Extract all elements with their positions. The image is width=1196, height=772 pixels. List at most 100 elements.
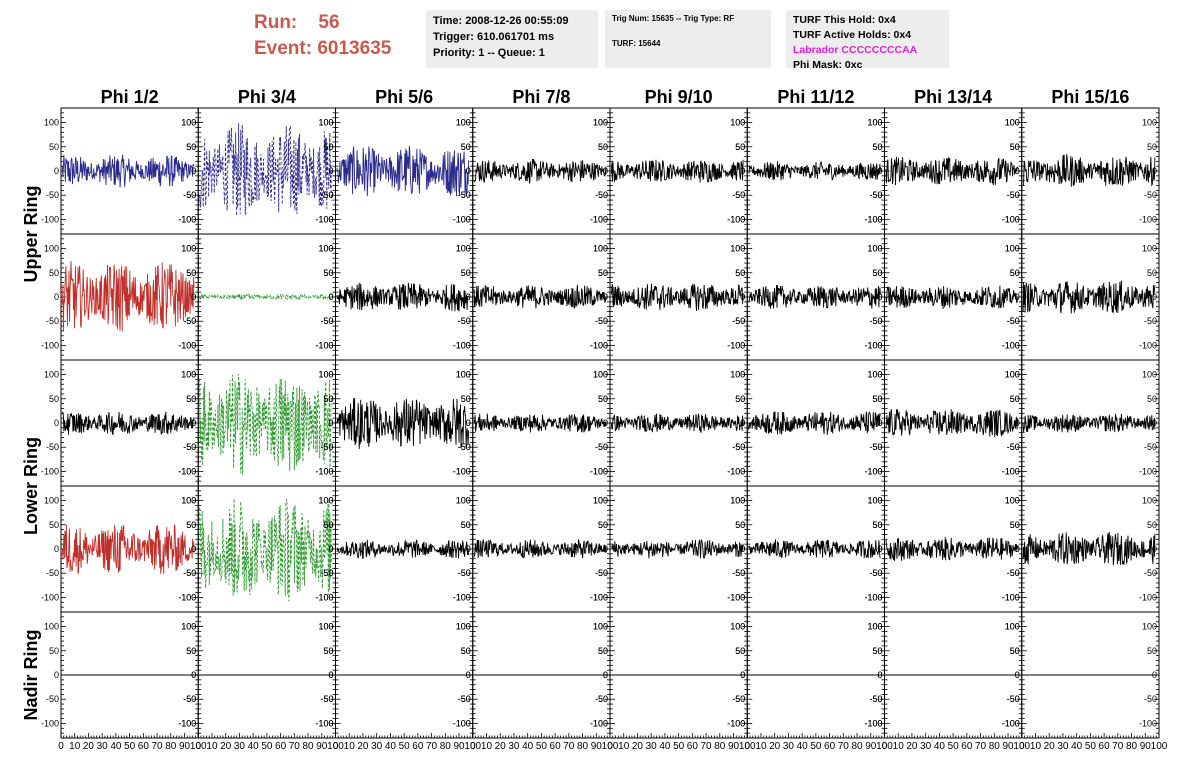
y-tick-label: 100 — [318, 370, 333, 380]
y-tick-label: 0 — [1015, 166, 1020, 176]
y-tick-label: 100 — [318, 622, 333, 632]
y-tick-label: -100 — [41, 340, 59, 350]
row-title: Lower Ring — [21, 437, 41, 535]
x-tick-label: 60 — [824, 741, 836, 752]
x-tick-label: 0 — [195, 741, 201, 752]
y-tick-label: -50 — [46, 190, 59, 200]
waveform-trace — [1022, 280, 1156, 314]
x-tick-label: 70 — [426, 741, 438, 752]
y-tick-label: -100 — [864, 340, 882, 350]
y-tick-label: 50 — [461, 520, 471, 530]
y-tick-label: 50 — [1147, 142, 1157, 152]
y-tick-label: 0 — [877, 670, 882, 680]
y-tick-label: -100 — [864, 340, 882, 350]
y-tick-label: -100 — [1002, 718, 1020, 728]
waveform-trace — [199, 498, 332, 602]
waveform-trace — [748, 284, 881, 309]
y-tick-label: 0 — [1015, 292, 1020, 302]
y-tick-label: -100 — [590, 466, 608, 476]
y-tick-label: -100 — [727, 340, 745, 350]
turf-active-holds-text: TURF Active Holds: 0x4 — [793, 29, 912, 41]
y-tick-label: -100 — [178, 718, 196, 728]
y-tick-label: 100 — [730, 118, 745, 128]
y-tick-label: 100 — [1005, 244, 1020, 254]
y-tick-label: 100 — [593, 370, 608, 380]
y-tick-label: 100 — [730, 496, 745, 506]
y-tick-label: -50 — [595, 568, 608, 578]
y-tick-label: 50 — [323, 142, 333, 152]
waveform-trace — [885, 536, 1019, 561]
y-tick-label: -50 — [1007, 190, 1020, 200]
y-tick-label: 0 — [603, 166, 608, 176]
y-tick-label: 50 — [186, 520, 196, 530]
y-tick-label: 50 — [1147, 394, 1157, 404]
y-tick-label: -100 — [315, 592, 333, 602]
x-tick-label: 40 — [659, 741, 671, 752]
y-tick-label: -50 — [183, 694, 196, 704]
y-tick-label: -50 — [595, 568, 608, 578]
y-tick-label: 0 — [877, 544, 882, 554]
x-tick-label: 20 — [1044, 741, 1056, 752]
y-tick-label: 100 — [456, 622, 471, 632]
row-title: Upper Ring — [21, 186, 41, 283]
y-tick-label: 50 — [598, 646, 608, 656]
y-tick-label: -50 — [1144, 316, 1157, 326]
x-tick-label: 40 — [1071, 741, 1083, 752]
waveform-trace — [61, 411, 195, 436]
y-tick-label: -100 — [453, 592, 471, 602]
y-tick-label: -100 — [315, 466, 333, 476]
y-tick-label: -100 — [315, 592, 333, 602]
waveform-trace — [1022, 531, 1156, 566]
y-tick-label: 50 — [1010, 268, 1020, 278]
waveform-trace — [748, 539, 881, 559]
y-tick-label: -100 — [590, 214, 608, 224]
y-tick-label: 50 — [49, 268, 59, 278]
y-tick-label: -50 — [183, 568, 196, 578]
y-tick-label: -100 — [178, 466, 196, 476]
y-tick-label: -50 — [595, 694, 608, 704]
y-tick-label: -50 — [595, 190, 608, 200]
y-tick-label: -100 — [178, 340, 196, 350]
y-tick-label: 0 — [466, 418, 471, 428]
y-tick-label: 0 — [466, 418, 471, 428]
waveform-trace — [199, 292, 332, 301]
y-tick-label: -100 — [41, 718, 59, 728]
y-tick-label: 50 — [735, 394, 745, 404]
x-tick-label: 0 — [333, 741, 339, 752]
y-tick-label: 50 — [1010, 394, 1020, 404]
y-tick-label: -50 — [183, 190, 196, 200]
y-tick-label: -50 — [46, 694, 59, 704]
y-tick-label: 50 — [735, 520, 745, 530]
column-title: Phi 1/2 — [101, 87, 159, 107]
y-tick-label: 100 — [593, 370, 608, 380]
y-tick-label: -100 — [1002, 466, 1020, 476]
y-tick-label: -50 — [458, 568, 471, 578]
y-tick-label: 100 — [181, 244, 196, 254]
x-tick-label: 100 — [327, 741, 344, 752]
y-tick-label: -50 — [458, 568, 471, 578]
y-tick-label: 50 — [186, 142, 196, 152]
x-tick-label: 30 — [920, 741, 932, 752]
y-tick-label: -50 — [595, 442, 608, 452]
x-tick-label: 20 — [906, 741, 918, 752]
y-tick-label: 0 — [191, 670, 196, 680]
y-tick-label: 50 — [735, 142, 745, 152]
x-tick-label: 60 — [275, 741, 287, 752]
x-tick-label: 10 — [893, 741, 905, 752]
waveform-trace — [199, 123, 332, 216]
y-tick-label: 50 — [186, 268, 196, 278]
y-tick-label: 50 — [323, 394, 333, 404]
y-tick-label: -50 — [1007, 694, 1020, 704]
y-tick-label: 100 — [1005, 370, 1020, 380]
y-tick-label: 50 — [461, 268, 471, 278]
y-tick-label: -50 — [1007, 316, 1020, 326]
waveform-trace — [199, 373, 332, 475]
y-tick-label: 100 — [1142, 118, 1157, 128]
y-tick-label: -50 — [595, 694, 608, 704]
waveform-trace — [336, 539, 470, 560]
waveform-trace — [610, 283, 744, 312]
y-tick-label: -100 — [727, 718, 745, 728]
y-tick-label: -50 — [320, 568, 333, 578]
y-tick-label: -100 — [178, 592, 196, 602]
y-tick-label: -50 — [1007, 442, 1020, 452]
